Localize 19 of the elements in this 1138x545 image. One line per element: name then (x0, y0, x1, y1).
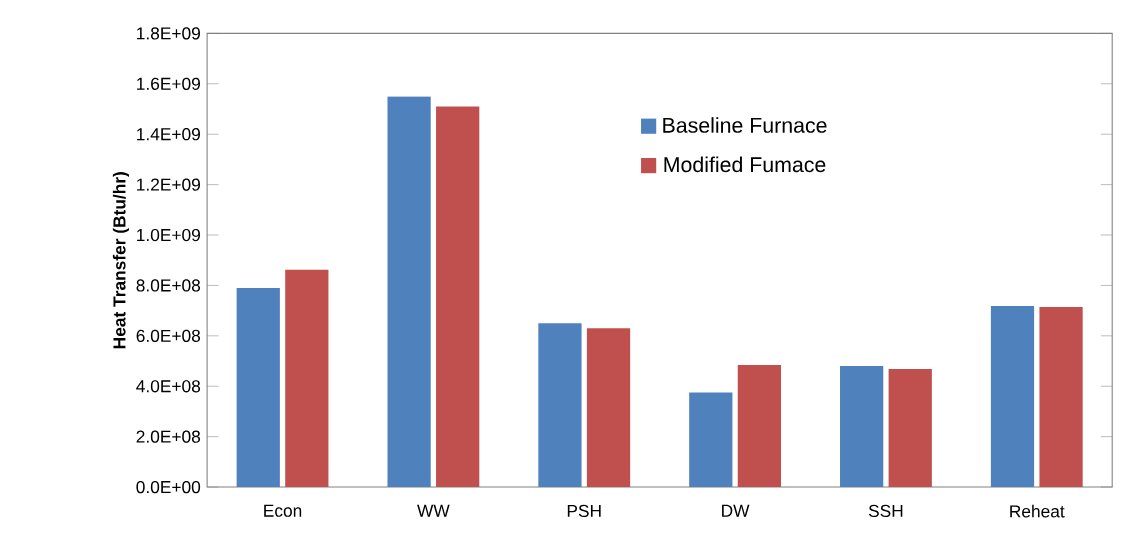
y-tick-label: 8.0E+08 (136, 279, 201, 292)
y-tick-label: 4.0E+08 (136, 380, 201, 393)
y-tick-label: 1.2E+09 (137, 178, 200, 191)
x-tick-label: SSH (868, 504, 903, 518)
y-tick-label: 6.0E+08 (136, 329, 201, 343)
y-tick-label: 1.8E+09 (137, 27, 200, 40)
y-tick-label: 1.6E+09 (137, 77, 200, 91)
legend-label: Modified Fumace (664, 156, 826, 173)
y-tick-label: 1.0E+09 (137, 229, 200, 242)
x-tick-label: Econ (264, 504, 302, 517)
x-tick-label: PSH (567, 504, 601, 518)
x-tick-label: Reheat (1010, 504, 1065, 518)
legend-label: Baseline Furnace (663, 117, 827, 133)
x-tick-label: DW (722, 504, 750, 517)
x-tick-label: WW (417, 504, 450, 517)
y-tick-label: 1.4E+09 (137, 128, 200, 141)
y-axis-title: Heat Transfer (Btu/hr) (112, 172, 129, 349)
y-tick-label: 2.0E+08 (136, 430, 201, 443)
y-tick-label: 0.0E+00 (136, 481, 201, 494)
